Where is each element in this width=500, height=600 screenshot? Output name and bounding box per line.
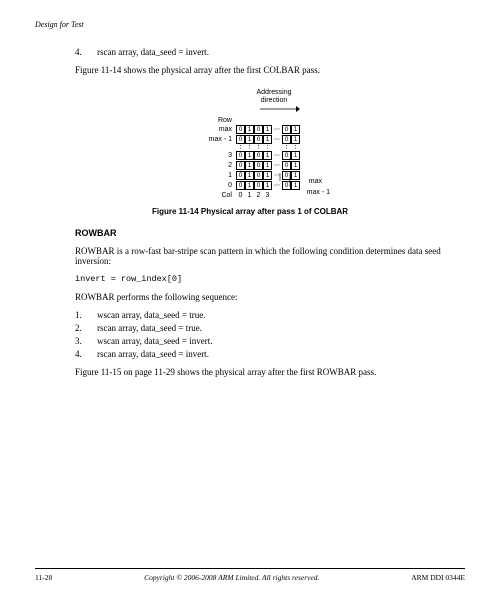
- footer-doc-id: ARM DDI 0344E: [411, 573, 465, 582]
- list-text: rscan array, data_seed = invert.: [97, 47, 209, 57]
- code-invert: invert = row_index[0]: [75, 274, 465, 284]
- max-label: max: [309, 178, 322, 185]
- list-num: 4.: [75, 47, 97, 57]
- figure-caption: Figure 11-14 Physical array after pass 1…: [35, 207, 465, 216]
- page-header: Design for Test: [35, 20, 465, 29]
- max-1-label: max - 1: [307, 189, 330, 196]
- max-bracket-icon: [276, 173, 306, 193]
- row-header: Row: [200, 117, 300, 124]
- footer-copyright: Copyright © 2006-2008 ARM Limited. All r…: [144, 573, 319, 582]
- row-3: 3 0 1 0 1 ⋯ 0 1: [200, 151, 300, 160]
- list-item-4: 4. rscan array, data_seed = invert.: [75, 47, 465, 57]
- page-footer: 11-28 Copyright © 2006-2008 ARM Limited.…: [35, 568, 465, 582]
- seq-item-2: 2. rscan array, data_seed = true.: [75, 323, 465, 333]
- col-labels: Col 0 1 2 3: [200, 192, 300, 199]
- seq-item-1: 1. wscan array, data_seed = true.: [75, 310, 465, 320]
- direction-label: direction: [248, 97, 300, 104]
- row-label: Row: [200, 117, 236, 124]
- para-figure-ref: Figure 11-14 shows the physical array af…: [75, 65, 465, 75]
- seq-item-3: 3. wscan array, data_seed = invert.: [75, 336, 465, 346]
- para-rowbar-desc: ROWBAR is a row-fast bar-stripe scan pat…: [75, 246, 465, 266]
- rowbar-heading: ROWBAR: [75, 228, 465, 238]
- addressing-label: Addressing: [248, 89, 300, 96]
- content-block: 4. rscan array, data_seed = invert. Figu…: [75, 47, 465, 75]
- row-max: max 0 1 0 1 ⋯ 0 1: [200, 125, 300, 134]
- figure-11-14: Addressing direction Row max 0 1 0 1 ⋯ 0…: [35, 89, 465, 199]
- rowbar-sequence: 1. wscan array, data_seed = true. 2. rsc…: [75, 310, 465, 359]
- array-diagram: Addressing direction Row max 0 1 0 1 ⋯ 0…: [200, 89, 300, 199]
- header-title: Design for Test: [35, 20, 84, 29]
- seq-item-4: 4. rscan array, data_seed = invert.: [75, 349, 465, 359]
- para-rowbar-seq: ROWBAR performs the following sequence:: [75, 292, 465, 302]
- row-2: 2 0 1 0 1 ⋯ 0 1: [200, 161, 300, 170]
- footer-page-num: 11-28: [35, 573, 52, 582]
- para-figure-15-ref: Figure 11-15 on page 11-29 shows the phy…: [75, 367, 465, 377]
- arrow-right-icon: [260, 105, 300, 115]
